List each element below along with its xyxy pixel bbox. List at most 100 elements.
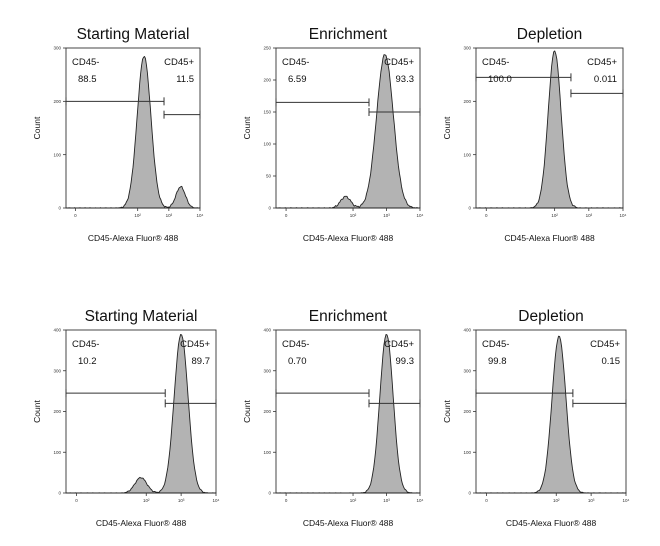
- y-tick-label: 200: [263, 409, 271, 414]
- y-tick-label: 100: [263, 142, 271, 147]
- x-tick-label: 10²: [551, 213, 558, 218]
- x-tick-label: 10³: [383, 213, 390, 218]
- gate-percent: 0.011: [594, 74, 617, 85]
- gate-name: CD45-: [482, 339, 509, 350]
- gate-percent: 89.7: [192, 356, 211, 367]
- x-tick-label: 10³: [166, 213, 173, 218]
- histogram-area: [475, 50, 624, 209]
- y-tick-label: 400: [53, 328, 61, 333]
- x-tick-label: 0: [75, 498, 78, 503]
- y-tick-label: 0: [268, 491, 271, 496]
- y-tick-label: 100: [463, 152, 471, 157]
- gate-name: CD45+: [164, 57, 194, 68]
- panel-title: Starting Material: [85, 308, 198, 325]
- gate-percent: 0.70: [288, 356, 307, 367]
- y-axis-title: Count: [32, 116, 42, 139]
- x-tick-label: 10²: [350, 498, 357, 503]
- gate-name: CD45-: [282, 339, 309, 350]
- x-tick-label: 10⁴: [620, 213, 627, 218]
- histogram-area: [65, 55, 201, 209]
- y-tick-label: 150: [263, 110, 271, 115]
- gate-name: CD45-: [482, 57, 509, 68]
- histogram-area: [65, 333, 217, 494]
- y-tick-label: 200: [263, 78, 271, 83]
- histogram-panel-2: Enrichment 0 50 100 150 200 250 0 10² 10³ 10⁴ CD45-…: [242, 26, 424, 243]
- y-tick-label: 300: [463, 368, 471, 373]
- x-tick-label: 10⁴: [213, 498, 220, 503]
- y-tick-label: 250: [263, 46, 271, 51]
- gate-name: CD45-: [72, 57, 99, 68]
- histogram-area: [475, 335, 627, 494]
- gate-percent: 88.5: [78, 74, 97, 85]
- y-tick-label: 0: [468, 206, 471, 211]
- panel-title: Enrichment: [309, 308, 388, 325]
- y-axis-title: Count: [442, 400, 452, 423]
- y-axis-title: Count: [242, 116, 252, 139]
- histogram-panel-5: Enrichment 0 100 200 300 400 0 10² 10³ 10⁴ CD45- 0.…: [242, 308, 424, 528]
- gate-name: CD45+: [587, 57, 617, 68]
- y-tick-label: 0: [58, 491, 61, 496]
- x-tick-label: 10⁴: [623, 498, 630, 503]
- gate-name: CD45+: [384, 57, 414, 68]
- x-tick-label: 0: [285, 213, 288, 218]
- y-tick-label: 300: [53, 368, 61, 373]
- y-tick-label: 0: [468, 491, 471, 496]
- y-tick-label: 0: [268, 206, 271, 211]
- y-tick-label: 200: [463, 409, 471, 414]
- y-tick-label: 0: [58, 206, 61, 211]
- x-tick-label: 10²: [143, 498, 150, 503]
- gate-percent: 99.3: [396, 356, 415, 367]
- y-axis-title: Count: [242, 400, 252, 423]
- panel-title: Depletion: [518, 308, 584, 325]
- histogram-panel-6: Depletion 0 100 200 300 400 0 10² 10³ 10⁴ CD45- 99.…: [442, 308, 630, 528]
- y-tick-label: 200: [53, 99, 61, 104]
- x-axis-title: CD45-Alexa Fluor® 488: [504, 233, 595, 243]
- panel-title: Depletion: [517, 26, 583, 43]
- y-tick-label: 200: [53, 409, 61, 414]
- y-axis-title: Count: [442, 116, 452, 139]
- x-axis-title: CD45-Alexa Fluor® 488: [303, 518, 394, 528]
- gate-name: CD45-: [282, 57, 309, 68]
- y-tick-label: 50: [266, 174, 272, 179]
- histogram-panel-1: Starting Material 0 100 200 300 0 10² 10³ 10⁴ CD4…: [32, 26, 204, 243]
- y-tick-label: 300: [263, 368, 271, 373]
- x-tick-label: 0: [74, 213, 77, 218]
- x-tick-label: 0: [285, 498, 288, 503]
- histogram-panel-4: Starting Material 0 100 200 300 400 0 10² 10³ 10⁴…: [32, 308, 220, 528]
- gate-percent: 11.5: [176, 74, 194, 85]
- panel-title: Enrichment: [309, 26, 388, 43]
- y-tick-label: 300: [53, 46, 61, 51]
- y-tick-label: 400: [263, 328, 271, 333]
- gate-percent: 100.0: [488, 74, 512, 85]
- y-axis-title: Count: [32, 400, 42, 423]
- histogram-panel-3: Depletion 0 100 200 300 0 10² 10³ 10⁴ CD45- 100.0 C…: [442, 26, 627, 243]
- x-tick-label: 10³: [383, 498, 390, 503]
- x-tick-label: 10³: [586, 213, 593, 218]
- y-tick-label: 100: [53, 152, 61, 157]
- y-tick-label: 300: [463, 46, 471, 51]
- histogram-area: [275, 333, 421, 494]
- x-tick-label: 10⁴: [417, 213, 424, 218]
- gate-percent: 93.3: [396, 74, 415, 85]
- gate-percent: 6.59: [288, 74, 307, 85]
- gate-name: CD45+: [384, 339, 414, 350]
- panel-title: Starting Material: [77, 26, 190, 43]
- x-tick-label: 10²: [350, 213, 357, 218]
- gate-name: CD45+: [180, 339, 210, 350]
- y-tick-label: 100: [263, 450, 271, 455]
- x-tick-label: 0: [485, 213, 488, 218]
- x-tick-label: 10³: [588, 498, 595, 503]
- x-axis-title: CD45-Alexa Fluor® 488: [506, 518, 597, 528]
- x-axis-title: CD45-Alexa Fluor® 488: [88, 233, 179, 243]
- y-tick-label: 100: [53, 450, 61, 455]
- gate-name: CD45-: [72, 339, 99, 350]
- gate-percent: 10.2: [78, 356, 97, 367]
- x-axis-title: CD45-Alexa Fluor® 488: [303, 233, 394, 243]
- y-tick-label: 400: [463, 328, 471, 333]
- x-tick-label: 10²: [134, 213, 141, 218]
- histogram-area: [275, 54, 421, 209]
- gate-name: CD45+: [590, 339, 620, 350]
- x-tick-label: 10²: [553, 498, 560, 503]
- y-tick-label: 100: [463, 450, 471, 455]
